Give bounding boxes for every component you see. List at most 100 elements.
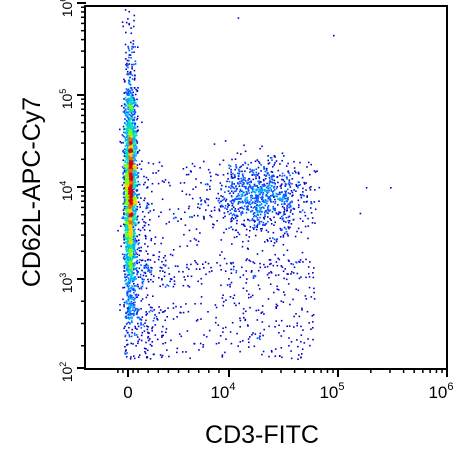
event-dot: [261, 200, 264, 203]
event-dot: [133, 241, 136, 244]
event-dot: [237, 201, 240, 203]
event-dot: [126, 259, 129, 261]
event-dot: [164, 310, 166, 312]
event-dot: [188, 193, 191, 196]
event-dot: [189, 357, 191, 359]
event-dot: [136, 117, 139, 120]
event-dot: [130, 312, 133, 315]
event-dot: [220, 188, 222, 190]
event-dot: [250, 181, 253, 184]
event-dot: [239, 326, 241, 328]
event-dot: [307, 225, 310, 227]
event-dot: [128, 63, 131, 65]
event-dot: [147, 268, 150, 271]
event-dot: [125, 329, 128, 332]
event-dot: [185, 166, 188, 169]
event-dot: [189, 170, 192, 172]
event-dot: [131, 258, 133, 260]
event-dot: [278, 258, 281, 261]
event-dot: [243, 144, 245, 147]
event-dot: [129, 189, 131, 192]
event-dot: [129, 219, 131, 222]
event-dot: [165, 328, 168, 330]
event-dot: [131, 160, 133, 162]
event-dot: [205, 209, 207, 211]
event-dot: [252, 207, 255, 209]
event-dot: [124, 109, 127, 111]
event-dot: [124, 177, 126, 179]
event-dot: [133, 234, 136, 236]
event-dot: [296, 230, 298, 233]
event-dot: [231, 186, 234, 188]
event-dot: [239, 189, 242, 192]
event-dot: [137, 201, 140, 203]
event-dot: [238, 302, 240, 305]
event-dot: [254, 226, 256, 229]
event-dot: [279, 211, 282, 214]
event-dot: [134, 212, 136, 214]
event-dot: [124, 280, 126, 282]
event-dot: [129, 254, 132, 257]
event-dot: [132, 156, 134, 158]
event-dot: [292, 219, 295, 221]
event-dot: [127, 118, 130, 120]
event-dot: [130, 201, 132, 203]
event-dot: [132, 234, 134, 237]
event-dot: [126, 245, 128, 248]
event-dot: [129, 224, 131, 226]
event-dot: [281, 159, 283, 162]
event-dot: [132, 196, 135, 198]
event-dot: [242, 175, 244, 177]
event-dot: [131, 147, 134, 149]
event-dot: [213, 223, 215, 226]
event-dot: [134, 171, 137, 173]
event-dot: [130, 306, 132, 308]
event-dot: [299, 194, 302, 196]
event-dot: [280, 319, 283, 322]
event-dot: [126, 195, 129, 197]
event-dot: [298, 173, 300, 175]
event-dot: [263, 263, 265, 266]
event-dot: [125, 356, 128, 358]
event-dot: [127, 267, 130, 269]
event-dot: [124, 229, 126, 232]
event-dot: [150, 237, 153, 240]
event-dot: [124, 222, 126, 225]
event-dot: [129, 251, 132, 253]
event-dot: [240, 195, 243, 198]
event-dot: [236, 235, 238, 238]
event-dot: [129, 312, 132, 314]
event-dot: [128, 56, 130, 59]
event-dot: [150, 266, 152, 269]
event-dot: [132, 119, 134, 122]
event-dot: [132, 274, 134, 276]
event-dot: [133, 268, 135, 270]
event-dot: [253, 219, 255, 222]
event-dot: [274, 183, 276, 185]
event-dot: [253, 215, 255, 218]
event-dot: [222, 217, 225, 219]
event-dot: [304, 295, 307, 297]
event-dot: [129, 304, 131, 306]
event-dot: [122, 209, 125, 212]
event-dot: [262, 224, 265, 226]
event-dot: [161, 260, 163, 263]
event-dot: [143, 175, 145, 178]
event-dot: [144, 181, 146, 184]
event-dot: [309, 189, 312, 191]
event-dot: [137, 294, 140, 296]
event-dot: [125, 182, 127, 185]
event-dot: [129, 322, 131, 324]
event-dot: [149, 229, 151, 232]
event-dot: [135, 194, 138, 196]
event-dot: [121, 217, 124, 220]
event-dot: [163, 275, 166, 278]
event-dot: [253, 221, 256, 223]
event-dot: [283, 180, 286, 183]
event-dot: [222, 174, 225, 176]
event-dot: [242, 287, 245, 290]
event-dot: [268, 272, 270, 274]
event-dot: [126, 201, 129, 203]
event-dot: [251, 170, 254, 173]
event-dot: [132, 251, 135, 253]
